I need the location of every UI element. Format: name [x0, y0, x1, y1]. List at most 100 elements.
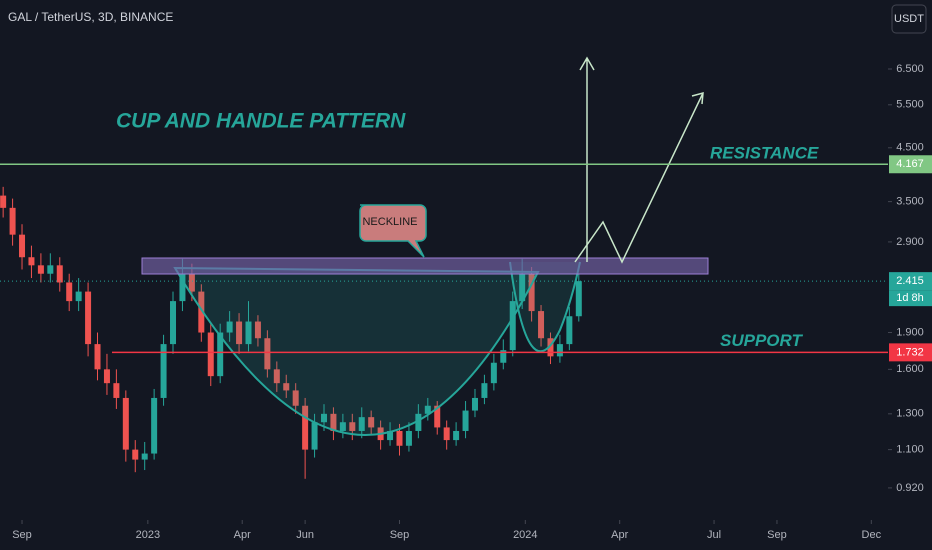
candle-body: [19, 234, 26, 258]
candle-body: [415, 413, 422, 431]
candle-body: [471, 397, 478, 411]
y-tick-label: 6.500: [896, 63, 924, 75]
neckline-label: NECKLINE: [362, 216, 417, 228]
x-tick-label: 2023: [136, 529, 160, 541]
y-tick-label: 4.500: [896, 142, 924, 154]
candle-body: [37, 265, 44, 274]
resistance-label: RESISTANCE: [710, 144, 819, 163]
currency-button[interactable]: [891, 4, 927, 34]
candle-body: [94, 344, 101, 370]
candle-body: [387, 430, 394, 441]
neckline-zone: [141, 257, 709, 275]
candle-body: [9, 207, 16, 235]
candle-body: [75, 291, 82, 302]
candle-body: [198, 291, 205, 333]
last_price-price-label: 2.415: [896, 275, 924, 287]
candle-body: [311, 422, 318, 450]
candle-body: [509, 301, 516, 351]
candle-body: [132, 449, 139, 460]
countdown-box: [889, 290, 932, 307]
countdown-label: 1d 8h: [896, 292, 924, 304]
candle-body: [368, 417, 375, 428]
candle-body: [28, 257, 35, 266]
candle-body: [358, 417, 365, 431]
candle-body: [103, 369, 110, 384]
currency-label[interactable]: USDT: [894, 13, 924, 25]
candle-body: [188, 273, 195, 292]
candle-body: [207, 332, 214, 377]
candle-body: [490, 362, 497, 384]
cup-drawing: [173, 266, 540, 436]
x-tick-label: 2024: [513, 529, 537, 541]
candle-body: [575, 281, 582, 317]
candle-body: [47, 265, 54, 274]
candle-body: [283, 383, 290, 391]
support-label: SUPPORT: [720, 331, 803, 350]
candle-body: [254, 321, 261, 339]
candle-body: [481, 383, 488, 398]
candle-body: [405, 430, 412, 446]
pattern-label: CUP AND HANDLE PATTERN: [116, 110, 406, 133]
x-tick-label: Jul: [707, 529, 721, 541]
candle-body: [151, 397, 158, 454]
candle-body: [330, 413, 337, 431]
last_price-price-box: [889, 272, 932, 291]
candle-body: [519, 273, 526, 302]
candle-body: [349, 422, 356, 431]
y-tick-label: 1.300: [896, 408, 924, 420]
candle-body: [141, 453, 148, 460]
support-price-label: 1.732: [896, 346, 924, 358]
candle-body: [424, 405, 431, 414]
candle-body: [273, 369, 280, 384]
candle-body: [264, 338, 271, 370]
y-tick-label: 0.920: [896, 482, 924, 494]
candle-body: [500, 350, 507, 363]
target-arrow: [579, 56, 595, 262]
candle-body: [453, 430, 460, 441]
projection-arrow: [574, 91, 704, 264]
x-tick-label: Apr: [234, 529, 251, 541]
y-tick-label: 1.600: [896, 363, 924, 375]
chart-title: GAL / TetherUS, 3D, BINANCE: [8, 10, 173, 24]
candle-body: [547, 338, 554, 357]
x-tick-label: Dec: [862, 529, 882, 541]
candle-body: [443, 427, 450, 441]
candle-body: [122, 397, 129, 450]
candle-body: [0, 195, 7, 208]
x-tick-label: Sep: [12, 529, 32, 541]
x-tick-label: Sep: [390, 529, 410, 541]
candles: [0, 186, 582, 479]
candle-body: [236, 321, 243, 345]
neckline-callout: [359, 204, 427, 258]
y-tick-label: 2.900: [896, 236, 924, 248]
candle-body: [396, 430, 403, 446]
resistance-price-label: 4.167: [896, 158, 924, 170]
candle-body: [170, 301, 177, 345]
candle-body: [556, 344, 563, 357]
x-tick-label: Sep: [767, 529, 787, 541]
candle-body: [85, 291, 92, 345]
candle-body: [538, 311, 545, 339]
candle-body: [292, 390, 299, 406]
candle-body: [302, 405, 309, 450]
candle-body: [179, 273, 186, 302]
candle-body: [566, 316, 573, 345]
y-tick-label: 1.900: [896, 326, 924, 338]
candle-body: [160, 344, 167, 398]
candle-body: [339, 422, 346, 431]
candle-body: [217, 332, 224, 377]
candle-body: [226, 321, 233, 333]
y-tick-label: 5.500: [896, 99, 924, 111]
candle-body: [528, 273, 535, 312]
candle-body: [320, 413, 327, 423]
x-tick-label: Apr: [611, 529, 628, 541]
handle-drawing: [509, 261, 581, 353]
candle-body: [434, 405, 441, 428]
y-tick-label: 1.100: [896, 444, 924, 456]
candle-body: [462, 410, 469, 431]
candle-body: [113, 383, 120, 398]
candle-body: [66, 282, 73, 302]
x-tick-label: Jun: [296, 529, 314, 541]
